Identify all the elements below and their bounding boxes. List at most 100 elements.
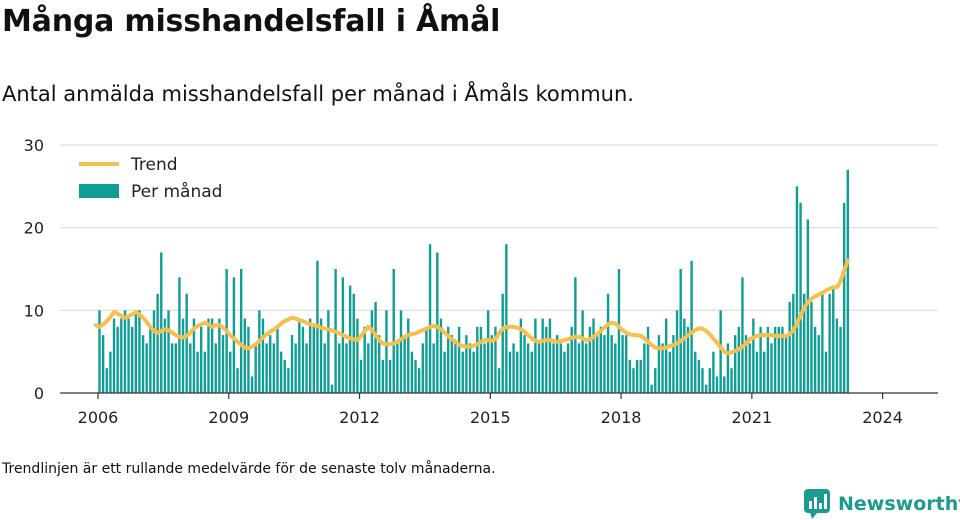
bar xyxy=(218,318,221,393)
bar-chart: 0 10 20 30 2006 2009 2012 2015 2018 2021 2024 Tre… xyxy=(24,136,938,425)
bar xyxy=(719,310,722,393)
legend: Trend Per månad xyxy=(79,155,222,202)
bar xyxy=(258,310,261,393)
bar xyxy=(319,318,323,393)
bar xyxy=(828,293,831,393)
bar xyxy=(748,343,751,393)
bar xyxy=(585,343,588,393)
bar xyxy=(410,351,414,393)
bar xyxy=(356,318,359,393)
x-tick-label: 2006 xyxy=(78,408,119,425)
bar xyxy=(534,318,537,393)
bar xyxy=(832,285,835,393)
bar xyxy=(330,384,334,393)
bar xyxy=(370,310,374,393)
bar xyxy=(407,318,410,393)
bar xyxy=(730,368,733,393)
bar xyxy=(803,293,806,393)
bar xyxy=(276,326,279,393)
bar xyxy=(497,368,501,393)
bar xyxy=(167,310,170,393)
bar xyxy=(465,335,468,393)
bar xyxy=(483,343,486,393)
bar xyxy=(603,335,606,393)
bar xyxy=(207,318,210,393)
bar xyxy=(290,335,294,393)
bar xyxy=(610,335,613,393)
bar xyxy=(643,343,646,393)
legend-trend-label: Trend xyxy=(130,155,178,175)
bar xyxy=(414,359,417,393)
bar xyxy=(588,326,592,393)
bar xyxy=(759,326,762,393)
bar xyxy=(733,335,737,393)
bar xyxy=(555,335,559,393)
bar xyxy=(766,326,770,393)
bar xyxy=(130,326,134,393)
bar xyxy=(236,368,239,393)
x-tick-label: 2012 xyxy=(339,408,380,425)
x-tick-label: 2015 xyxy=(470,408,511,425)
bar xyxy=(784,335,788,393)
bar xyxy=(367,343,370,393)
bar xyxy=(250,376,254,393)
bar xyxy=(788,302,791,393)
bar xyxy=(378,335,381,393)
bar xyxy=(635,359,639,393)
bar xyxy=(472,351,475,393)
bar xyxy=(196,351,199,393)
bar xyxy=(425,326,428,393)
bar xyxy=(312,326,316,393)
bar xyxy=(606,293,610,393)
bar xyxy=(824,351,828,393)
bar xyxy=(170,343,174,393)
bar xyxy=(846,169,849,393)
bar xyxy=(526,343,530,393)
bar xyxy=(763,351,766,393)
bar xyxy=(127,318,130,393)
bar xyxy=(839,326,842,393)
bar xyxy=(417,368,421,393)
bar xyxy=(813,326,817,393)
bar xyxy=(523,335,526,393)
bar xyxy=(654,368,657,393)
bar xyxy=(149,326,152,393)
bar xyxy=(701,368,704,393)
bar xyxy=(232,277,236,393)
bar xyxy=(664,318,668,393)
y-tick-label: 0 xyxy=(34,384,44,403)
bar xyxy=(112,318,116,393)
bar xyxy=(279,351,283,393)
bar xyxy=(755,351,759,393)
bar xyxy=(192,318,196,393)
bar xyxy=(752,318,755,393)
bar xyxy=(374,302,377,393)
bar xyxy=(773,326,777,393)
brand-name: Newsworthy xyxy=(838,493,960,515)
bar xyxy=(592,318,595,393)
bar xyxy=(679,269,682,393)
footnote: Trendlinjen är ett rullande medelvärde f… xyxy=(2,461,496,477)
bar xyxy=(486,310,490,393)
bar xyxy=(120,318,123,393)
bar xyxy=(708,368,711,393)
bar xyxy=(552,343,555,393)
bar xyxy=(817,335,820,393)
bar xyxy=(530,351,533,393)
bar xyxy=(436,252,439,393)
bar xyxy=(101,335,105,393)
bar xyxy=(261,318,265,393)
bar xyxy=(156,293,159,393)
bar xyxy=(221,335,225,393)
bar xyxy=(239,269,243,393)
bar xyxy=(519,318,523,393)
bar xyxy=(799,202,802,393)
bar xyxy=(359,359,363,393)
bar xyxy=(396,343,399,393)
bar xyxy=(781,326,784,393)
bar xyxy=(388,359,392,393)
bar xyxy=(686,326,690,393)
bar xyxy=(476,326,479,393)
bar xyxy=(403,335,406,393)
bar xyxy=(269,335,272,393)
